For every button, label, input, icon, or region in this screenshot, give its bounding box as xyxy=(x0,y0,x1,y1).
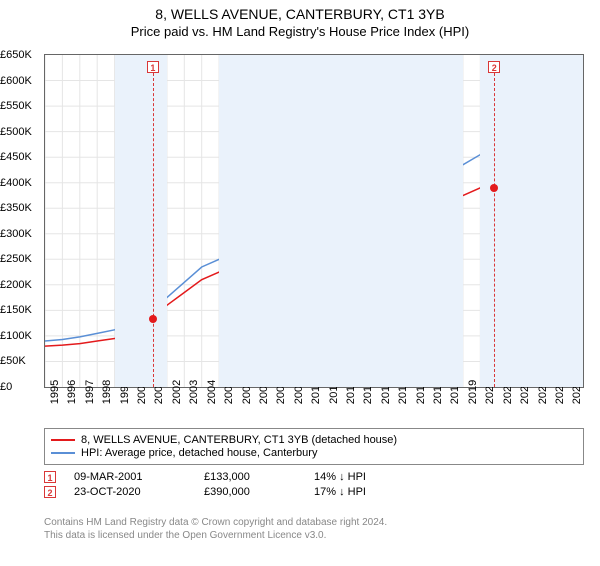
sales-table-row: 1 09-MAR-2001£133,00014% ↓ HPI xyxy=(44,471,584,483)
footnote: Contains HM Land Registry data © Crown c… xyxy=(44,516,584,542)
shade-column xyxy=(393,55,410,387)
legend-item: 8, WELLS AVENUE, CANTERBURY, CT1 3YB (de… xyxy=(51,434,577,446)
shade-column xyxy=(132,55,149,387)
y-tick-label: £500K xyxy=(0,126,42,138)
shade-column xyxy=(533,55,550,387)
chart-title: 8, WELLS AVENUE, CANTERBURY, CT1 3YB xyxy=(0,6,600,22)
sales-row-delta: 17% ↓ HPI xyxy=(314,486,366,498)
shade-column xyxy=(445,55,462,387)
shade-column xyxy=(498,55,515,387)
y-tick-label: £650K xyxy=(0,49,42,61)
chart-container: 8, WELLS AVENUE, CANTERBURY, CT1 3YB Pri… xyxy=(0,6,600,566)
legend-label: HPI: Average price, detached house, Cant… xyxy=(81,447,317,459)
y-tick-label: £200K xyxy=(0,279,42,291)
sale-marker-badge: 2 xyxy=(488,61,500,73)
sale-marker-dot xyxy=(490,184,498,192)
sales-row-date: 23-OCT-2020 xyxy=(74,486,204,498)
sales-row-date: 09-MAR-2001 xyxy=(74,471,204,483)
y-tick-label: £450K xyxy=(0,151,42,163)
y-tick-label: £600K xyxy=(0,75,42,87)
shade-column xyxy=(115,55,132,387)
shade-column xyxy=(515,55,532,387)
sales-table-row: 2 23-OCT-2020£390,00017% ↓ HPI xyxy=(44,486,584,498)
shade-column xyxy=(306,55,323,387)
y-tick-label: £50K xyxy=(0,355,42,367)
y-tick-label: £550K xyxy=(0,100,42,112)
legend: 8, WELLS AVENUE, CANTERBURY, CT1 3YB (de… xyxy=(44,428,584,465)
footnote-line-1: Contains HM Land Registry data © Crown c… xyxy=(44,516,584,529)
legend-swatch xyxy=(51,439,75,441)
shade-column xyxy=(254,55,271,387)
y-tick-label: £150K xyxy=(0,304,42,316)
chart-subtitle: Price paid vs. HM Land Registry's House … xyxy=(0,24,600,39)
y-tick-label: £250K xyxy=(0,253,42,265)
shade-column xyxy=(324,55,341,387)
legend-swatch xyxy=(51,452,75,454)
y-tick-label: £400K xyxy=(0,177,42,189)
shade-column xyxy=(237,55,254,387)
shade-column xyxy=(376,55,393,387)
shade-column xyxy=(358,55,375,387)
y-tick-label: £0 xyxy=(0,381,42,393)
sales-row-price: £390,000 xyxy=(204,486,314,498)
shade-column xyxy=(567,55,583,387)
sales-row-delta: 14% ↓ HPI xyxy=(314,471,366,483)
y-tick-label: £300K xyxy=(0,228,42,240)
sale-marker-dot xyxy=(149,315,157,323)
sale-marker-line xyxy=(494,73,495,387)
shade-column xyxy=(271,55,288,387)
sales-table: 1 09-MAR-2001£133,00014% ↓ HPI 2 23-OCT-202… xyxy=(44,468,584,501)
shade-column xyxy=(219,55,236,387)
sales-row-marker: 2 xyxy=(44,486,56,498)
shade-column xyxy=(411,55,428,387)
sales-row-price: £133,000 xyxy=(204,471,314,483)
shade-column xyxy=(289,55,306,387)
sale-marker-line xyxy=(153,73,154,387)
sales-row-marker: 1 xyxy=(44,471,56,483)
shade-column xyxy=(550,55,567,387)
y-tick-label: £100K xyxy=(0,330,42,342)
sale-marker-badge: 1 xyxy=(147,61,159,73)
shade-column xyxy=(428,55,445,387)
legend-item: HPI: Average price, detached house, Cant… xyxy=(51,447,577,459)
plot-area: 12 xyxy=(45,55,583,387)
shade-column xyxy=(341,55,358,387)
footnote-line-2: This data is licensed under the Open Gov… xyxy=(44,529,584,542)
legend-label: 8, WELLS AVENUE, CANTERBURY, CT1 3YB (de… xyxy=(81,434,397,446)
y-tick-label: £350K xyxy=(0,202,42,214)
